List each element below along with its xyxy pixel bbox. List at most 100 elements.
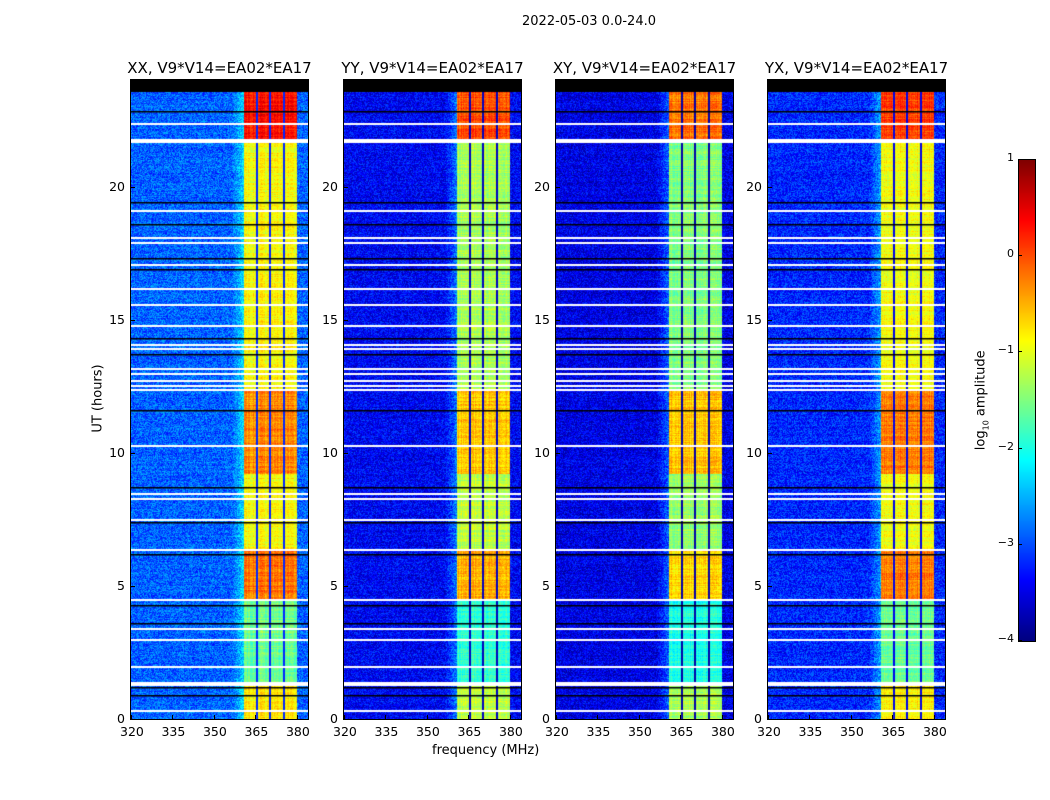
- y-tick-mark: [344, 585, 348, 587]
- x-tick-mark: [255, 715, 257, 719]
- x-tick-label: 335: [586, 724, 611, 739]
- y-tick-label: 0: [542, 711, 550, 726]
- x-tick-label: 365: [669, 724, 694, 739]
- x-tick-label: 320: [120, 724, 144, 739]
- y-tick-label: 15: [322, 311, 338, 327]
- y-tick-label: 0: [330, 711, 338, 726]
- panel-title: XY, V9*V14=EA02*EA17: [552, 59, 737, 77]
- y-axis-label: UT (hours): [90, 364, 106, 433]
- y-tick-mark: [131, 319, 135, 321]
- y-tick-mark: [344, 186, 348, 188]
- y-tick-label: 15: [746, 311, 762, 327]
- x-tick-label: 350: [202, 724, 227, 739]
- y-tick-label: 20: [746, 178, 762, 194]
- x-tick-mark: [933, 715, 935, 719]
- x-tick-mark: [768, 715, 769, 719]
- y-tick-label: 20: [322, 178, 338, 194]
- colorbar: [1018, 159, 1036, 642]
- y-tick-mark: [556, 319, 560, 321]
- x-tick-mark: [597, 715, 599, 719]
- x-tick-label: 380: [710, 724, 735, 739]
- x-tick-label: 365: [244, 724, 269, 739]
- y-tick-label: 5: [117, 577, 125, 593]
- x-tick-label: 350: [415, 724, 440, 739]
- x-tick-mark: [131, 715, 132, 719]
- colorbar-tick-label: −2: [997, 439, 1014, 453]
- x-tick-label: 320: [333, 724, 357, 739]
- y-tick-mark: [556, 585, 560, 587]
- y-tick-mark: [768, 186, 772, 188]
- x-tick-mark: [172, 715, 174, 719]
- x-tick-mark: [638, 715, 640, 719]
- heatmap-canvas: [131, 80, 308, 719]
- x-tick-label: 350: [627, 724, 652, 739]
- y-tick-mark: [768, 719, 772, 720]
- y-tick-mark: [131, 719, 135, 720]
- x-tick-mark: [385, 715, 387, 719]
- y-tick-label: 15: [534, 311, 550, 327]
- y-tick-label: 10: [746, 444, 762, 460]
- y-tick-label: 15: [109, 311, 125, 327]
- y-tick-label: 20: [534, 178, 550, 194]
- x-tick-label: 335: [798, 724, 823, 739]
- y-tick-mark: [344, 719, 348, 720]
- y-tick-mark: [344, 319, 348, 321]
- heatmap-panel: [767, 79, 946, 720]
- colorbar-tick-label: −3: [997, 535, 1014, 549]
- heatmap-panel: [343, 79, 522, 720]
- x-tick-label: 365: [881, 724, 906, 739]
- y-tick-mark: [131, 452, 135, 454]
- x-tick-mark: [296, 715, 298, 719]
- panel-title: YX, V9*V14=EA02*EA17: [764, 59, 949, 77]
- x-axis-label: frequency (MHz): [432, 743, 540, 758]
- panel-title: XX, V9*V14=EA02*EA17: [127, 59, 312, 77]
- x-tick-mark: [509, 715, 511, 719]
- x-tick-label: 380: [498, 724, 523, 739]
- x-tick-label: 365: [457, 724, 482, 739]
- y-tick-mark: [768, 585, 772, 587]
- heatmap-panel: [555, 79, 734, 720]
- x-tick-mark: [213, 715, 215, 719]
- x-tick-label: 335: [161, 724, 186, 739]
- y-tick-label: 10: [322, 444, 338, 460]
- y-tick-mark: [556, 719, 560, 720]
- y-tick-label: 0: [754, 711, 762, 726]
- x-tick-mark: [556, 715, 557, 719]
- y-tick-label: 0: [117, 711, 125, 726]
- colorbar-tick-mark: [1018, 351, 1022, 353]
- y-tick-mark: [556, 186, 560, 188]
- x-tick-mark: [468, 715, 470, 719]
- y-tick-mark: [768, 452, 772, 454]
- panel-title: YY, V9*V14=EA02*EA17: [341, 59, 524, 77]
- x-tick-label: 320: [757, 724, 781, 739]
- y-tick-mark: [556, 452, 560, 454]
- x-tick-mark: [721, 715, 723, 719]
- colorbar-tick-label: 1: [1007, 151, 1014, 164]
- colorbar-tick-label: 0: [1007, 247, 1014, 261]
- x-tick-label: 335: [374, 724, 399, 739]
- x-tick-mark: [426, 715, 428, 719]
- x-tick-label: 320: [545, 724, 569, 739]
- colorbar-tick-mark: [1018, 255, 1022, 257]
- y-tick-label: 10: [109, 444, 125, 460]
- colorbar-tick-label: −4: [997, 632, 1014, 645]
- y-tick-mark: [344, 452, 348, 454]
- y-tick-label: 20: [109, 178, 125, 194]
- x-tick-mark: [680, 715, 682, 719]
- y-tick-label: 5: [542, 577, 550, 593]
- heatmap-canvas: [556, 80, 733, 719]
- x-tick-label: 380: [922, 724, 947, 739]
- x-tick-mark: [809, 715, 811, 719]
- colorbar-tick-label: −1: [997, 343, 1014, 357]
- colorbar-tick-mark: [1018, 447, 1022, 449]
- x-tick-mark: [344, 715, 345, 719]
- y-tick-label: 5: [330, 577, 338, 593]
- heatmap-canvas: [344, 80, 521, 719]
- y-tick-mark: [768, 319, 772, 321]
- colorbar-tick-mark: [1018, 543, 1022, 545]
- heatmap-canvas: [768, 80, 945, 719]
- y-tick-mark: [131, 585, 135, 587]
- y-tick-label: 5: [754, 577, 762, 593]
- y-tick-mark: [131, 186, 135, 188]
